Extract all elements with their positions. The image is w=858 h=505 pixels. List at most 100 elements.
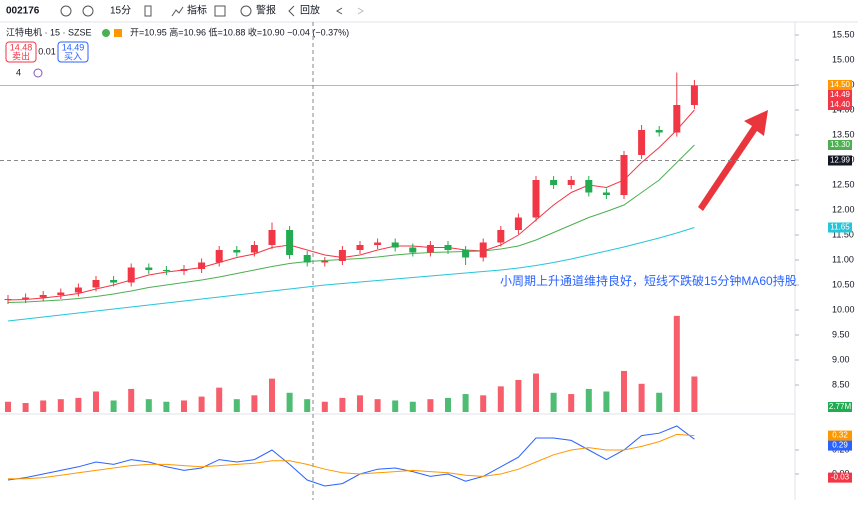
- volume-bar: [638, 383, 645, 412]
- candle-body: [532, 180, 540, 218]
- volume-bar: [40, 400, 47, 412]
- symbol-name: 江特电机 · 15 · SZSE: [6, 26, 92, 37]
- volume-bar: [462, 394, 469, 412]
- candle-body: [585, 180, 593, 193]
- volume-bar: [286, 392, 293, 412]
- volume-bar: [691, 376, 698, 412]
- y-tick-label: 13.50: [832, 129, 855, 139]
- y-tick-label: 9.50: [832, 329, 850, 339]
- volume-bar: [427, 399, 434, 412]
- candle-body: [550, 180, 558, 185]
- price-tag: 13.30: [830, 140, 851, 149]
- layout-icon[interactable]: [214, 5, 226, 17]
- candle-body: [268, 230, 276, 245]
- candle-body: [233, 250, 241, 253]
- price-tag-bg: [828, 90, 852, 100]
- volume-bar: [110, 400, 117, 412]
- candle-body: [250, 245, 258, 253]
- spread: 0.01: [38, 46, 56, 56]
- macd-tag-bg: [828, 440, 852, 451]
- candle-body: [391, 242, 399, 248]
- sell-label: 卖出: [12, 50, 30, 61]
- macd-tag-bg: [828, 472, 852, 483]
- price-tag: 12.99: [830, 156, 851, 165]
- candle-body: [4, 299, 12, 300]
- indicators[interactable]: 指标: [187, 4, 207, 17]
- replay[interactable]: 回放: [300, 4, 320, 17]
- macd-line: [8, 433, 695, 480]
- y-tick-label: 11.50: [832, 229, 854, 239]
- volume-bar: [304, 399, 311, 412]
- interval[interactable]: 15分: [110, 5, 131, 17]
- volume-bar: [357, 395, 363, 412]
- volume-bar: [93, 391, 99, 412]
- volume-bar: [603, 391, 610, 412]
- alert[interactable]: 警报: [256, 4, 276, 17]
- volume-bar: [392, 400, 399, 412]
- volume-bar: [128, 388, 135, 412]
- price-tag: 14.50: [830, 80, 851, 89]
- candle-body: [74, 287, 82, 293]
- y-tick-label: 12.50: [832, 179, 855, 189]
- indicator-icon[interactable]: [33, 68, 43, 78]
- buy-label: 买入: [64, 51, 82, 61]
- undo-icon[interactable]: [336, 7, 343, 15]
- y-tick-label: 8.50: [832, 379, 850, 389]
- add-icon[interactable]: [82, 5, 94, 17]
- volume-bar: [374, 399, 381, 412]
- candle-body: [479, 242, 487, 258]
- y-tick-label: 10.00: [832, 304, 855, 314]
- volume-bar: [251, 395, 258, 412]
- search-icon[interactable]: [60, 5, 72, 17]
- volume-bar: [233, 399, 240, 412]
- volume-bar: [568, 394, 575, 412]
- status-dot: [102, 29, 110, 37]
- price-tag-bg: [828, 100, 852, 110]
- price-tag: 14.49: [830, 90, 851, 99]
- sell-price: 14.48: [10, 42, 33, 52]
- volume-bar: [480, 395, 487, 412]
- macd-tag: 0.32: [832, 431, 848, 440]
- candle-body: [286, 230, 294, 255]
- chart-type-icon[interactable]: [144, 5, 152, 17]
- price-tag: 14.40: [830, 100, 851, 109]
- volume-bar: [339, 397, 346, 412]
- candle-body: [180, 269, 188, 271]
- candle-body: [127, 267, 135, 283]
- candle-body: [338, 250, 346, 261]
- volume-bar: [5, 401, 11, 412]
- volume-bar: [216, 387, 223, 412]
- candle-body: [22, 297, 30, 299]
- volume-bar: [75, 397, 82, 412]
- candle-body: [92, 280, 100, 288]
- candle-body: [462, 250, 470, 258]
- annotation: 小周期上升通道维持良好，短线不跌破15分钟MA60持股: [500, 273, 797, 288]
- y-tick-label: 15.50: [832, 29, 855, 39]
- candle-body: [690, 85, 698, 105]
- volume-bar: [198, 396, 205, 412]
- candle-body: [409, 247, 417, 253]
- buy-button[interactable]: [57, 41, 89, 63]
- candle-body: [110, 280, 118, 283]
- alert-icon[interactable]: [240, 5, 252, 17]
- price-tag: 11.65: [830, 223, 850, 232]
- candle-body: [638, 130, 646, 155]
- volume-bar: [22, 403, 29, 412]
- symbol[interactable]: 002176: [6, 6, 40, 17]
- candle-body: [426, 245, 434, 253]
- candle-body: [356, 245, 364, 250]
- indicator-icon[interactable]: [171, 6, 184, 17]
- price-tag-bg: [828, 140, 852, 150]
- price-tag-bg: [828, 80, 852, 90]
- buy-price: 14.49: [62, 42, 85, 52]
- y-tick-label: 9.00: [832, 354, 850, 364]
- redo-icon[interactable]: [357, 7, 364, 15]
- indicator-count[interactable]: 4: [16, 67, 21, 77]
- candle-body: [321, 261, 329, 263]
- replay-icon[interactable]: [288, 5, 295, 17]
- sell-button[interactable]: [5, 41, 37, 63]
- y-tick-label: 11.00: [832, 254, 854, 264]
- ohlc: 开=10.95 高=10.96 低=10.88 收=10.90 −0.04 (−…: [130, 26, 349, 37]
- candle-body: [602, 192, 610, 195]
